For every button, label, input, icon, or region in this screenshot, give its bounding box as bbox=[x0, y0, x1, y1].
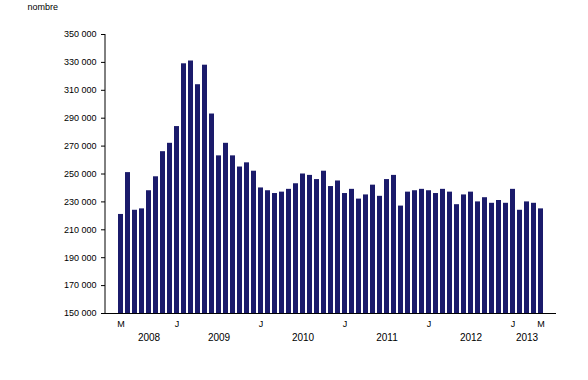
svg-text:210 000: 210 000 bbox=[64, 225, 97, 235]
svg-text:310 000: 310 000 bbox=[64, 85, 97, 95]
svg-text:J: J bbox=[175, 319, 180, 329]
svg-text:J: J bbox=[343, 319, 348, 329]
svg-text:290 000: 290 000 bbox=[64, 113, 97, 123]
svg-text:J: J bbox=[259, 319, 264, 329]
svg-text:J: J bbox=[511, 319, 516, 329]
svg-text:350 000: 350 000 bbox=[64, 29, 97, 39]
svg-text:270 000: 270 000 bbox=[64, 141, 97, 151]
svg-text:150 000: 150 000 bbox=[64, 308, 97, 318]
svg-text:2010: 2010 bbox=[292, 332, 315, 343]
svg-text:2013: 2013 bbox=[516, 332, 539, 343]
svg-text:190 000: 190 000 bbox=[64, 253, 97, 263]
svg-text:2008: 2008 bbox=[138, 332, 161, 343]
svg-text:250 000: 250 000 bbox=[64, 169, 97, 179]
svg-text:2011: 2011 bbox=[376, 332, 398, 343]
svg-text:170 000: 170 000 bbox=[64, 280, 97, 290]
svg-text:M: M bbox=[117, 319, 125, 329]
svg-text:2012: 2012 bbox=[460, 332, 483, 343]
svg-text:nombre: nombre bbox=[28, 2, 59, 12]
svg-text:J: J bbox=[427, 319, 432, 329]
svg-text:230 000: 230 000 bbox=[64, 197, 97, 207]
svg-text:2009: 2009 bbox=[208, 332, 231, 343]
svg-text:330 000: 330 000 bbox=[64, 57, 97, 67]
svg-text:M: M bbox=[537, 319, 545, 329]
